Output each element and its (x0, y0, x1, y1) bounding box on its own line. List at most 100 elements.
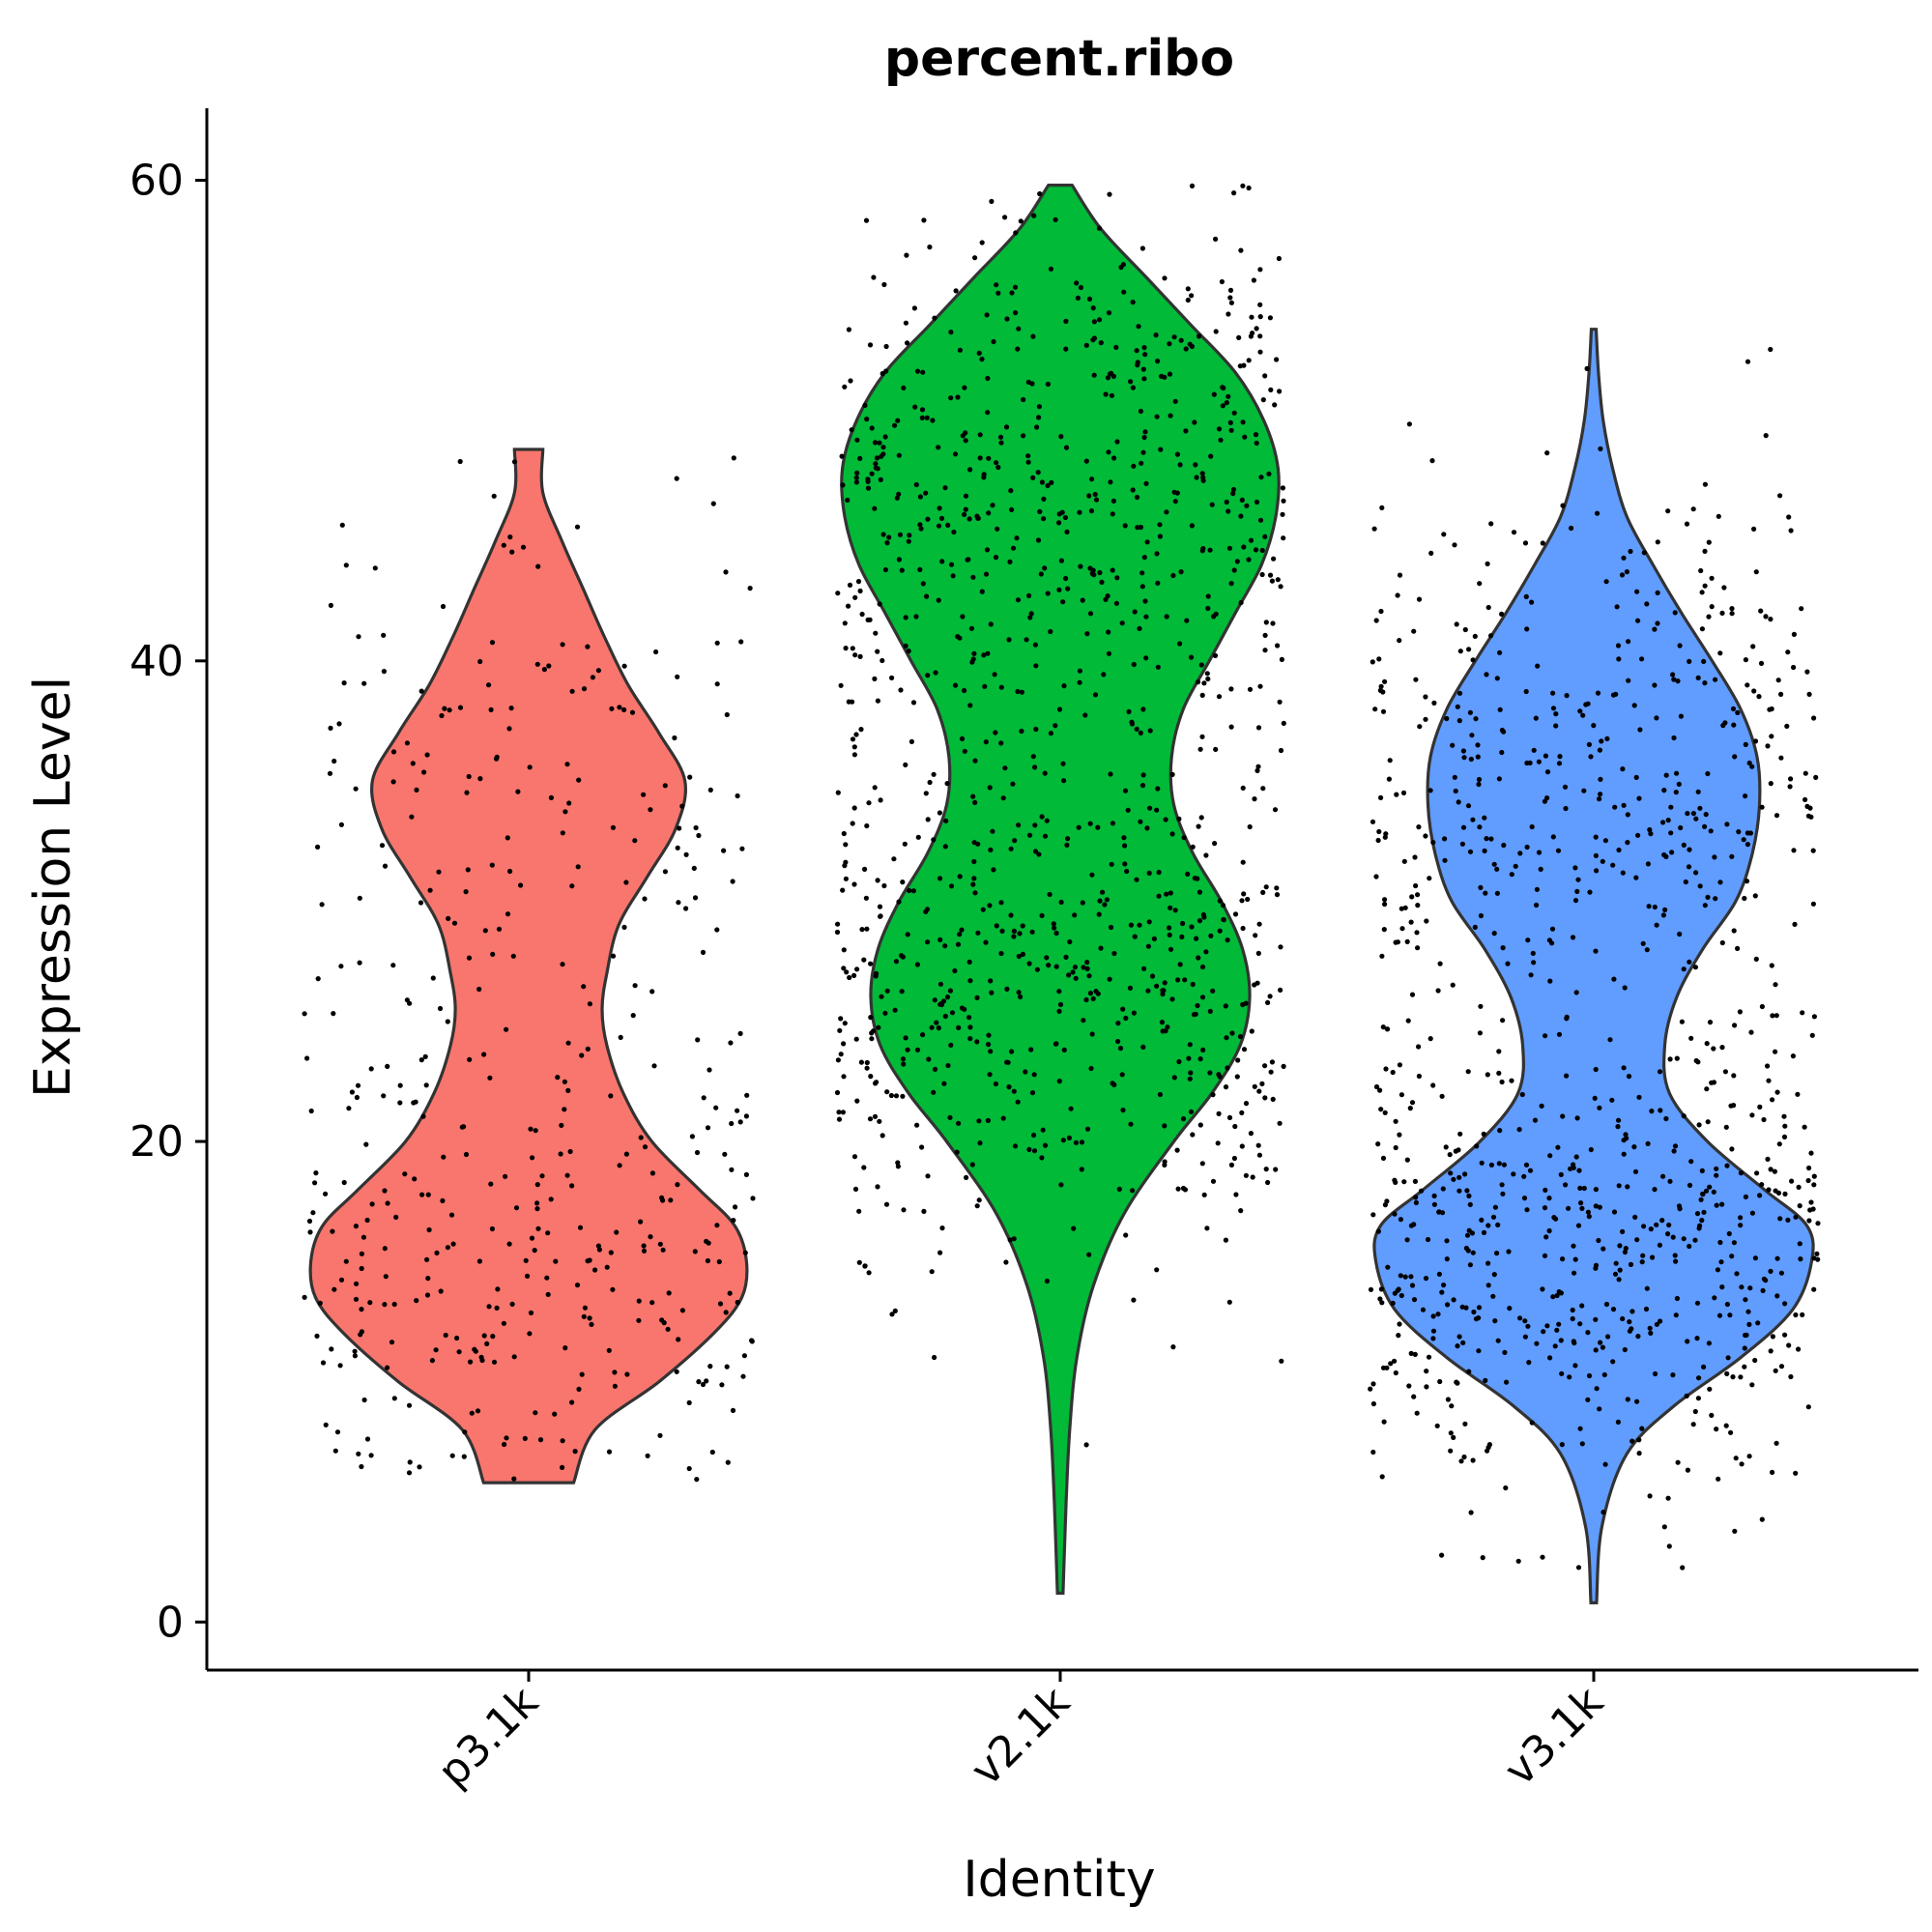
data-point (1154, 414, 1160, 419)
data-point (1671, 735, 1677, 741)
data-point (1370, 1449, 1376, 1456)
data-point (960, 614, 966, 620)
data-point (1131, 661, 1137, 668)
data-point (1654, 715, 1659, 721)
data-point (901, 1207, 907, 1213)
data-point (1231, 567, 1237, 573)
data-point (1163, 817, 1168, 822)
data-point (1443, 1144, 1449, 1150)
data-point (1620, 766, 1626, 772)
data-point (967, 1036, 973, 1042)
data-point (1657, 1242, 1662, 1248)
data-point (1647, 1325, 1653, 1331)
data-point (1759, 1516, 1765, 1522)
data-point (1172, 908, 1178, 913)
data-point (1015, 1099, 1021, 1105)
data-point (1176, 1058, 1182, 1065)
data-point (1806, 691, 1812, 698)
data-point (463, 889, 469, 895)
data-point (861, 1165, 867, 1170)
data-point (1416, 1044, 1422, 1050)
data-point (1781, 1113, 1787, 1119)
data-point (840, 887, 846, 893)
data-point (1142, 352, 1148, 358)
data-point (1603, 1301, 1610, 1308)
data-point (1004, 986, 1010, 992)
data-point (397, 1100, 403, 1106)
data-point (1597, 1204, 1602, 1210)
data-point (359, 1251, 364, 1256)
data-point (894, 495, 900, 501)
data-point (1593, 1203, 1599, 1209)
data-point (1037, 508, 1043, 515)
data-point (1476, 781, 1482, 788)
data-point (1190, 844, 1196, 850)
data-point (1115, 1038, 1121, 1045)
data-point (545, 1230, 551, 1236)
data-point (649, 989, 655, 995)
data-point (504, 1026, 509, 1032)
data-point (589, 1321, 594, 1327)
data-point (1706, 614, 1712, 620)
data-point (1521, 1173, 1527, 1179)
data-point (972, 758, 978, 764)
data-point (966, 959, 972, 966)
data-point (1123, 1232, 1129, 1238)
data-point (1749, 764, 1755, 769)
data-point (1087, 991, 1093, 996)
data-point (1701, 658, 1707, 665)
data-point (1665, 1495, 1671, 1501)
data-point (353, 1296, 360, 1302)
data-point (1555, 1144, 1561, 1150)
data-point (884, 988, 890, 994)
violin-p3.1k (308, 447, 749, 1485)
data-point (1216, 1110, 1222, 1116)
data-point (1472, 924, 1478, 931)
data-point (353, 1224, 359, 1229)
data-point (1614, 604, 1620, 610)
data-point (1496, 776, 1502, 782)
data-point (1523, 1162, 1530, 1168)
data-point (1709, 1080, 1715, 1085)
data-point (1535, 663, 1541, 669)
data-point (1195, 679, 1201, 685)
data-point (1399, 1092, 1404, 1098)
data-point (1457, 1131, 1463, 1137)
data-point (903, 615, 908, 620)
data-point (1057, 1001, 1064, 1007)
data-point (1573, 1154, 1579, 1160)
data-point (993, 730, 998, 735)
data-point (977, 432, 983, 438)
data-point (1020, 923, 1025, 929)
data-point (1773, 1368, 1778, 1373)
data-point (739, 846, 745, 851)
data-point (929, 1024, 935, 1030)
data-point (523, 1257, 529, 1263)
data-point (1121, 835, 1127, 841)
data-point (1745, 359, 1751, 364)
data-point (1699, 1168, 1705, 1173)
y-tick-label: 60 (130, 157, 184, 206)
data-point (1405, 1018, 1411, 1024)
data-point (1788, 776, 1794, 782)
data-point (389, 1340, 395, 1345)
data-point (1201, 1192, 1207, 1197)
data-point (1454, 621, 1459, 627)
data-point (1519, 1091, 1525, 1098)
data-point (1155, 580, 1161, 586)
data-point (1529, 599, 1535, 605)
data-point (501, 1320, 507, 1326)
data-point (993, 1081, 998, 1087)
data-point (1183, 428, 1189, 434)
data-point (1378, 794, 1384, 801)
data-point (1674, 1295, 1680, 1302)
data-point (506, 1241, 512, 1247)
data-point (1811, 1014, 1817, 1020)
data-point (1791, 848, 1797, 853)
data-point (967, 703, 973, 708)
data-point (1648, 1330, 1654, 1336)
data-point (659, 1317, 665, 1323)
data-point (933, 670, 938, 676)
data-point (1383, 1066, 1389, 1072)
data-point (359, 1265, 364, 1272)
